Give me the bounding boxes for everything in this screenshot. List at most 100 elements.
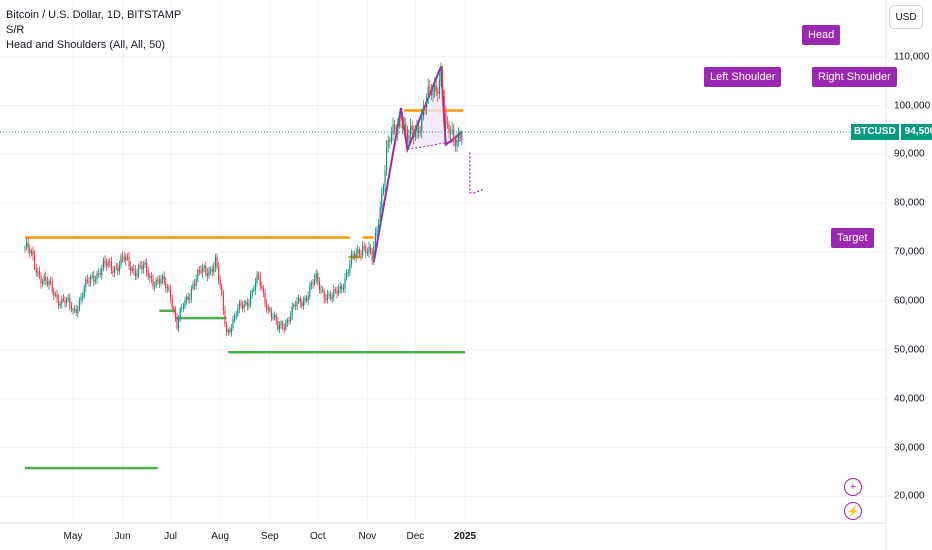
y-tick-label: 40,000: [894, 393, 925, 405]
target-label[interactable]: Target: [831, 228, 874, 248]
candle-body: [326, 294, 328, 301]
candle-body: [107, 261, 109, 266]
candle-body: [259, 276, 261, 286]
candle-body: [408, 135, 410, 143]
candle-body: [182, 307, 184, 309]
y-tick-label: 80,000: [894, 197, 925, 209]
candle-body: [192, 283, 194, 289]
candle-body: [392, 124, 394, 134]
head-label[interactable]: Head: [802, 25, 841, 45]
candle-body: [197, 269, 199, 279]
candle-body: [98, 273, 100, 275]
candle-body: [226, 324, 228, 333]
candle-body: [237, 308, 239, 316]
candle-body: [358, 249, 360, 255]
candle-body: [238, 302, 240, 309]
candle-body: [173, 307, 175, 310]
candle-body: [37, 271, 39, 273]
y-tick-label: 70,000: [894, 246, 925, 258]
candle-body: [310, 282, 312, 287]
candle-body: [242, 305, 244, 309]
lightning-icon[interactable]: ⚡: [844, 502, 862, 520]
candle-body: [274, 314, 276, 318]
candle-body: [74, 309, 76, 311]
left-shoulder-label[interactable]: Left Shoulder: [704, 67, 782, 87]
candle-body: [70, 305, 72, 311]
candle-body: [446, 122, 448, 125]
candle-body: [210, 269, 212, 271]
candle-body: [307, 296, 309, 301]
candle-body: [139, 265, 141, 267]
candle-body: [158, 280, 160, 284]
y-tick-label: 20,000: [894, 490, 925, 502]
candle-body: [152, 278, 154, 287]
candle-body: [115, 267, 117, 269]
y-tick-label: 60,000: [894, 295, 925, 307]
right-shoulder-label[interactable]: Right Shoulder: [812, 67, 897, 87]
candle-body: [275, 314, 277, 321]
candle-body: [198, 269, 200, 271]
candle-body: [245, 302, 247, 304]
candle-body: [101, 267, 103, 276]
candle-body: [442, 70, 444, 96]
plus-circle-icon[interactable]: +: [844, 478, 862, 496]
candle-body: [227, 330, 229, 333]
candle-body: [325, 298, 327, 301]
candle-body: [48, 281, 50, 285]
currency-button[interactable]: USD: [889, 5, 923, 29]
candle-body: [338, 289, 340, 294]
candle-body: [208, 270, 210, 277]
candle-body: [96, 273, 98, 280]
candle-body: [277, 320, 279, 330]
candle-body: [272, 317, 274, 319]
candle-body: [370, 247, 372, 252]
candle-body: [347, 271, 349, 273]
candle-body: [342, 288, 344, 290]
candle-body: [280, 323, 282, 326]
x-tick-label: Jun: [114, 531, 131, 542]
candle-body: [61, 298, 63, 304]
indicator-sr[interactable]: S/R: [6, 24, 25, 36]
candle-body: [346, 272, 348, 278]
candle-body: [288, 320, 290, 322]
candle-body: [317, 273, 319, 282]
candlesticks: [24, 62, 463, 337]
candle-body: [328, 294, 330, 296]
candle-body: [445, 112, 447, 123]
candle-body: [206, 273, 208, 277]
candle-body: [109, 261, 111, 263]
candle-body: [232, 318, 234, 329]
sr-levels: [25, 109, 465, 470]
symbol-title[interactable]: Bitcoin / U.S. Dollar, 1D, BITSTAMP: [6, 9, 182, 21]
candle-body: [368, 247, 370, 253]
candle-body: [62, 298, 64, 301]
candle-body: [427, 86, 429, 100]
indicator-head-shoulders[interactable]: Head and Shoulders (All, All, 50): [6, 39, 165, 51]
candle-body: [267, 308, 269, 310]
candle-body: [27, 242, 29, 249]
candle-body: [354, 254, 356, 258]
candle-body: [416, 126, 418, 132]
candle-body: [414, 131, 416, 138]
candle-body: [243, 303, 245, 309]
last-price-tag: BTCUSD 94,500: [851, 124, 932, 140]
candle-body: [120, 256, 122, 265]
candle-body: [402, 121, 404, 129]
candle-body: [378, 223, 380, 230]
candle-body: [333, 289, 335, 298]
candle-body: [331, 297, 333, 299]
candle-body: [398, 118, 400, 126]
candle-body: [50, 281, 52, 283]
candle-body: [142, 264, 144, 270]
candle-body: [163, 275, 165, 283]
candle-body: [45, 276, 47, 281]
candle-body: [443, 95, 445, 113]
candle-body: [69, 297, 71, 306]
candle-body: [306, 298, 308, 301]
candle-body: [186, 296, 188, 301]
candle-body: [93, 275, 95, 282]
candle-body: [133, 268, 135, 271]
candle-body: [400, 118, 402, 122]
candle-body: [334, 289, 336, 291]
